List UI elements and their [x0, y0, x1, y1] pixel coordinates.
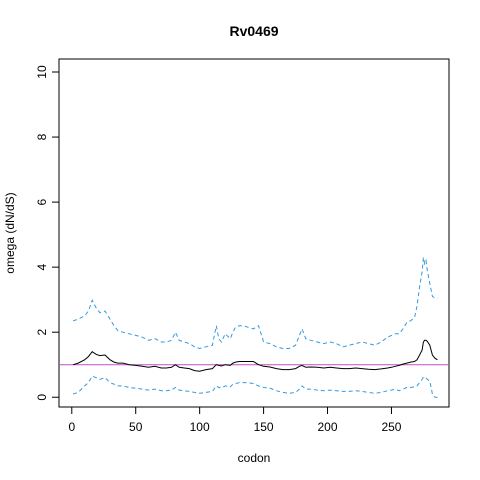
chart-title: Rv0469 — [229, 23, 278, 39]
plot-frame — [58, 58, 450, 408]
y-tick-label: 4 — [35, 263, 49, 270]
x-tick-label: 0 — [68, 420, 75, 434]
x-axis-label: codon — [238, 451, 271, 465]
omega-line — [72, 339, 438, 372]
y-tick-label: 8 — [35, 133, 49, 140]
x-axis: 0 50 100 150 200 250 — [68, 406, 402, 434]
y-tick-label: 10 — [35, 65, 49, 79]
x-tick-label: 150 — [254, 420, 274, 434]
y-tick-label: 2 — [35, 329, 49, 336]
upper-bound-line — [72, 257, 438, 350]
x-tick-label: 200 — [318, 420, 338, 434]
y-tick-label: 6 — [35, 198, 49, 205]
x-tick-label: 50 — [129, 420, 143, 434]
series-layer — [72, 257, 438, 398]
x-tick-label: 250 — [381, 420, 401, 434]
lower-bound-line — [72, 375, 438, 398]
y-tick-label: 0 — [35, 394, 49, 401]
y-axis: 0 2 4 6 8 10 — [35, 65, 60, 401]
x-tick-label: 100 — [190, 420, 210, 434]
y-axis-label: omega (dN/dS) — [3, 192, 17, 273]
